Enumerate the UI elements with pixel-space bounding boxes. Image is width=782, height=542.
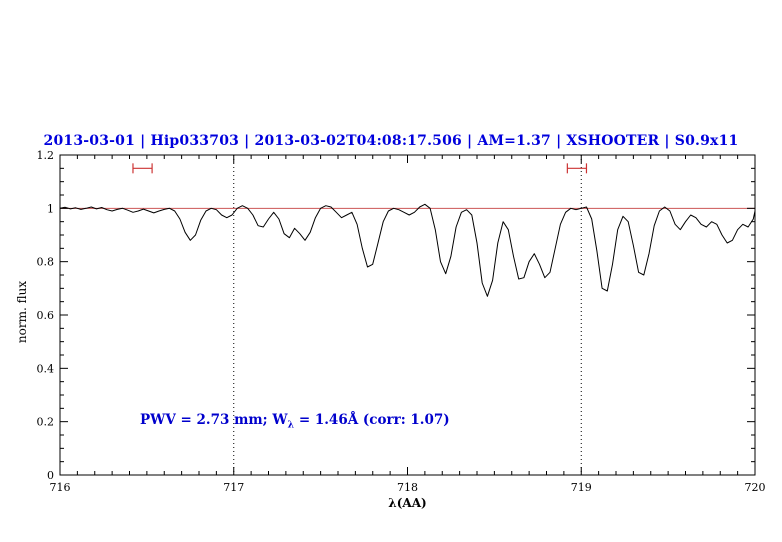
- y-tick-label: 0.6: [37, 309, 55, 322]
- y-tick-label: 0.2: [37, 416, 55, 429]
- y-tick-label: 0.8: [37, 256, 55, 269]
- x-tick-label: 716: [50, 481, 71, 494]
- x-tick-label: 719: [571, 481, 592, 494]
- y-tick-label: 0.4: [37, 362, 55, 375]
- y-tick-label: 0: [47, 469, 54, 482]
- x-tick-label: 720: [745, 481, 766, 494]
- pwv-annotation-prefix: PWV = 2.73 mm; W: [140, 412, 288, 428]
- pwv-annotation: PWV = 2.73 mm; Wλ = 1.46Å (corr: 1.07): [140, 412, 450, 431]
- x-tick-label: 718: [397, 481, 418, 494]
- spectrum-trace: [59, 203, 756, 297]
- pwv-annotation-lambda-subscript: λ: [287, 419, 295, 431]
- y-axis-label: norm. flux: [15, 280, 29, 344]
- y-tick-label: 1: [47, 202, 54, 215]
- y-tick-label: 1.2: [37, 149, 55, 162]
- x-axis-label: λ(AA): [388, 496, 427, 510]
- plot-title: 2013-03-01 | Hip033703 | 2013-03-02T04:0…: [43, 133, 739, 149]
- pwv-annotation-suffix: = 1.46Å (corr: 1.07): [294, 412, 450, 428]
- x-tick-label: 717: [223, 481, 244, 494]
